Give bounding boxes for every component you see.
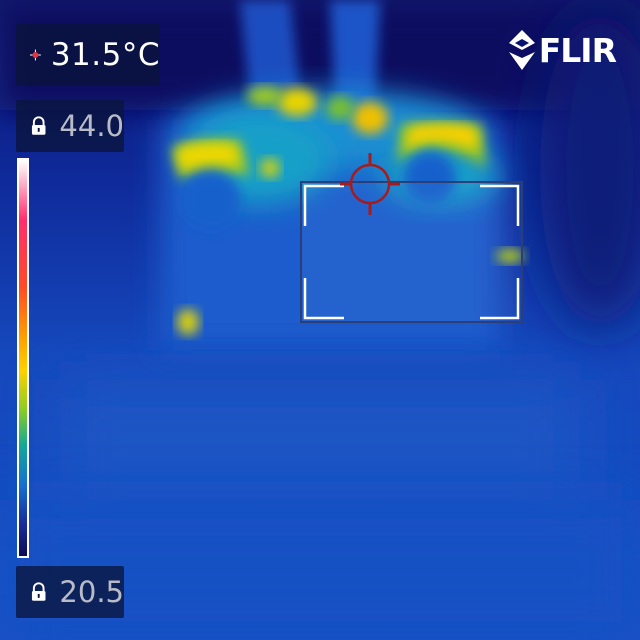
measurement-box[interactable]	[300, 181, 523, 323]
lock-icon	[31, 582, 46, 601]
color-scale-bar	[17, 158, 29, 558]
spot-meter-crosshair-icon[interactable]	[340, 153, 400, 215]
flir-logo: FLIR	[508, 30, 617, 70]
scale-min-value: 20.5	[59, 575, 124, 609]
scale-max-lock[interactable]: 44.0	[16, 100, 124, 152]
lock-icon	[31, 116, 46, 135]
flir-logo-icon	[508, 30, 535, 70]
spot-temperature-readout: 31.5°C	[16, 24, 160, 86]
scale-min-lock[interactable]: 20.5	[16, 566, 124, 618]
spot-temperature-value: 31.5°C	[50, 37, 160, 73]
crosshair-icon	[30, 49, 41, 61]
logo-text: FLIR	[538, 30, 617, 70]
scale-max-value: 44.0	[59, 109, 124, 143]
